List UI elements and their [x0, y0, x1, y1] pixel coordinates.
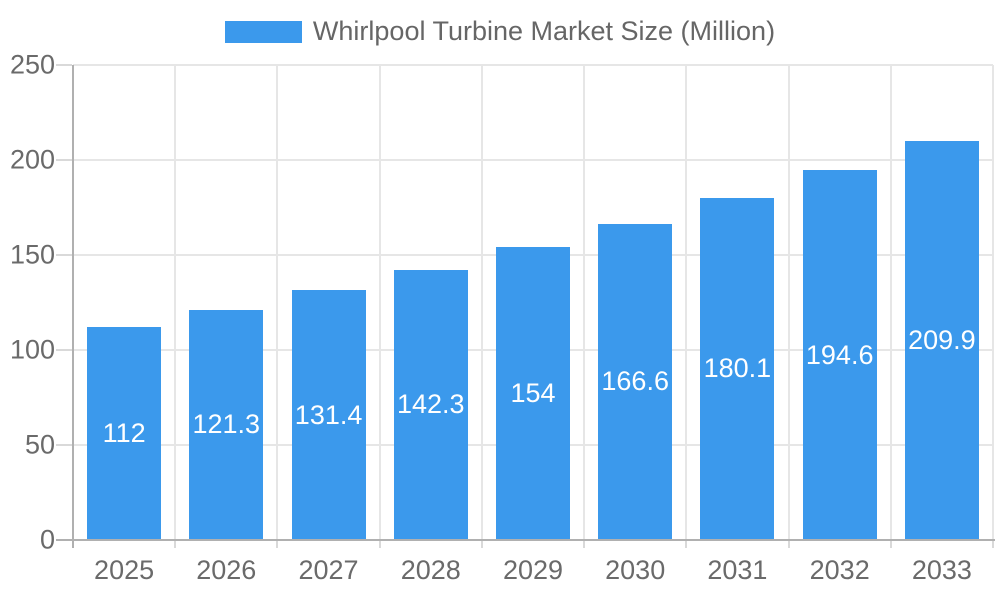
bar-2028: 142.3: [393, 269, 468, 540]
v-gridline: [992, 65, 994, 540]
x-axis-label: 2030: [605, 555, 666, 585]
bar-2031: 180.1: [700, 197, 775, 540]
y-tick: [56, 254, 72, 256]
bar-value-label: 121.3: [192, 409, 261, 440]
y-tick: [56, 349, 72, 351]
x-axis-label: 2026: [196, 555, 257, 585]
y-axis-label: 200: [9, 144, 55, 175]
x-axis-label: 2031: [707, 555, 768, 585]
bar-2027: 131.4: [291, 290, 366, 540]
x-tick: [992, 540, 994, 548]
x-axis-label: 2033: [911, 555, 972, 585]
x-tick: [378, 540, 381, 548]
v-gridline: [378, 65, 381, 540]
y-axis-line: [72, 65, 74, 548]
bar-value-label: 180.1: [703, 353, 772, 384]
x-tick: [787, 540, 790, 548]
bar-2025: 112: [87, 327, 162, 540]
y-tick: [56, 159, 72, 161]
legend: Whirlpool Turbine Market Size (Million): [0, 16, 1000, 47]
x-axis-label: 2032: [809, 555, 870, 585]
bar-2030: 166.6: [598, 223, 673, 540]
x-axis-line: [56, 539, 995, 541]
x-axis-label: 2027: [298, 555, 359, 585]
bar-value-label: 194.6: [805, 339, 874, 370]
bar-value-label: 131.4: [294, 399, 363, 430]
bar-value-label: 154: [510, 378, 556, 409]
x-axis-label: 2028: [400, 555, 461, 585]
v-gridline: [889, 65, 892, 540]
y-tick: [56, 64, 72, 66]
bar-value-label: 166.6: [601, 366, 669, 397]
x-tick: [480, 540, 483, 548]
legend-item[interactable]: Whirlpool Turbine Market Size (Million): [224, 16, 776, 47]
v-gridline: [276, 65, 279, 540]
bar-2029: 154: [496, 247, 570, 540]
bar-value-label: 142.3: [397, 389, 465, 420]
y-axis-label: 0: [39, 524, 55, 555]
h-gridline: [73, 159, 993, 161]
x-axis-label: 2029: [502, 555, 564, 585]
x-axis-label: 2025: [94, 555, 155, 585]
bar-2032: 194.6: [802, 170, 877, 540]
legend-label: Whirlpool Turbine Market Size (Million): [312, 16, 776, 46]
v-gridline: [583, 65, 586, 540]
bar-2033: 209.9: [904, 141, 979, 540]
bar-value-label: 112: [102, 418, 146, 449]
v-gridline: [174, 65, 177, 540]
y-axis-label: 250: [9, 49, 55, 80]
y-axis-label: 150: [9, 239, 55, 270]
y-tick: [56, 444, 72, 446]
x-tick: [583, 540, 586, 548]
v-gridline: [480, 65, 483, 540]
y-axis-label: 50: [24, 429, 55, 460]
x-tick: [276, 540, 279, 548]
v-gridline: [787, 65, 790, 540]
h-gridline: [73, 64, 993, 66]
bar-value-label: 209.9: [908, 325, 976, 356]
legend-swatch-icon: [224, 20, 302, 43]
x-tick: [174, 540, 177, 548]
v-gridline: [685, 65, 688, 540]
x-tick: [685, 540, 688, 548]
x-tick: [889, 540, 892, 548]
y-axis-label: 100: [9, 334, 55, 365]
bar-2026: 121.3: [189, 309, 264, 540]
